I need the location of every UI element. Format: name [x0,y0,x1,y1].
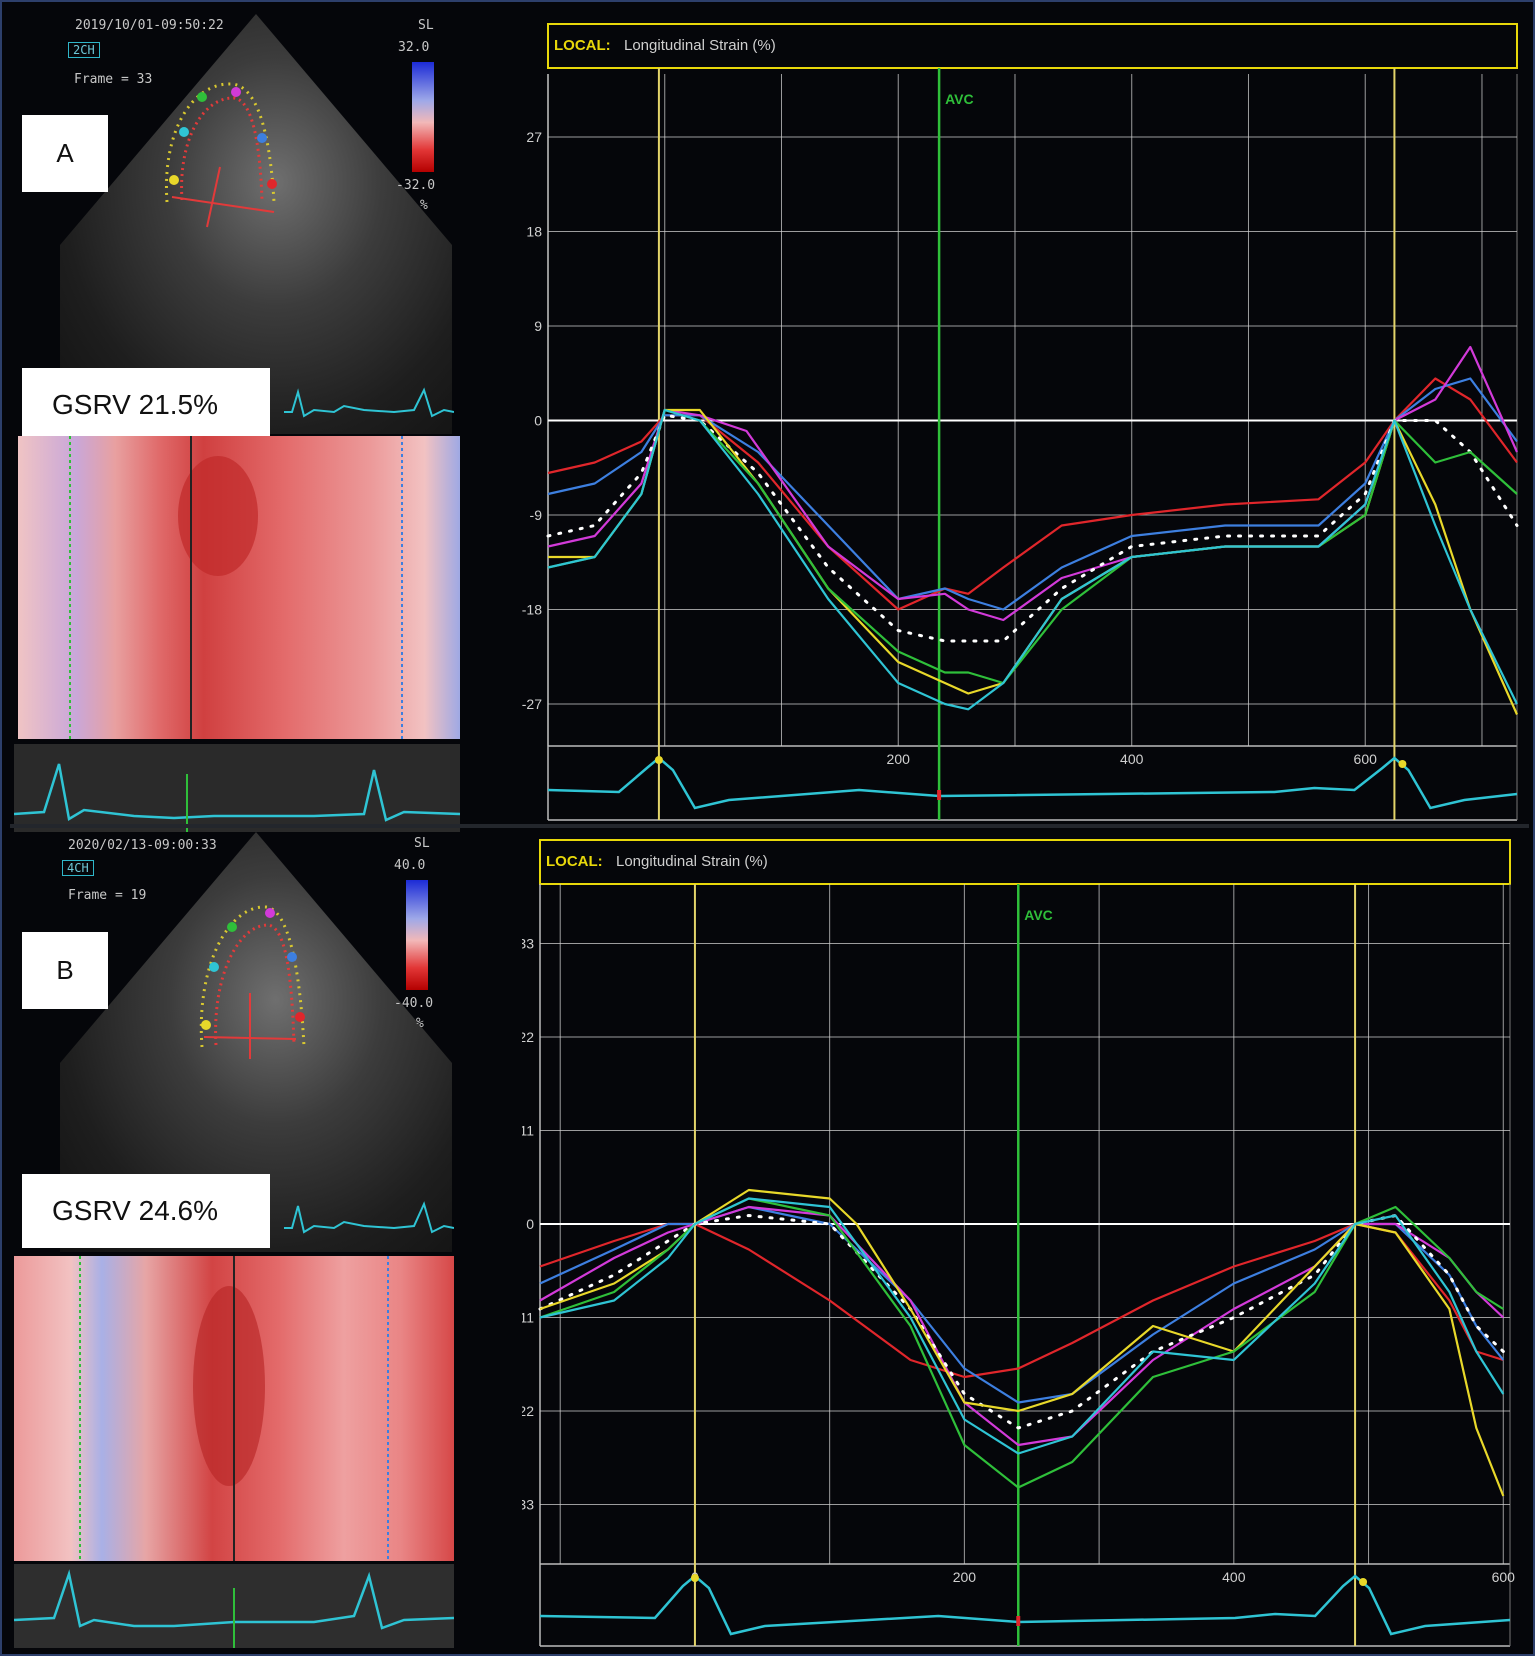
y-tick-label: -33 [522,1497,534,1513]
y-tick-label: -11 [522,1310,534,1326]
avc-label: AVC [945,91,974,107]
gsrv-value-a: GSRV 21.5% [22,368,270,442]
frame-label-a: Frame = 33 [74,72,153,87]
ecg-strip-a [14,744,460,832]
scale-label-a: SL [418,18,434,33]
chart-header-prefix: LOCAL: [554,37,611,54]
strain-series-7 [547,408,1518,711]
mini-ecg-a [284,387,454,418]
strain-series-2 [539,1205,1505,1404]
strain-series-1 [539,1222,1504,1379]
panel-letter-a: A [22,115,108,192]
y-tick-label: 33 [522,936,534,952]
x-tick-label: 200 [953,1569,977,1585]
ecg-marker-start [654,756,663,764]
chart-header-box [547,23,1518,69]
strain-chart-b: LOCAL: Longitudinal Strain (%) 33 22 11 0 -11 -… [522,839,1516,1647]
y-tick-label: 0 [526,1216,534,1232]
y-tick-label: 9 [534,318,542,334]
strain-series-4 [538,1214,1505,1430]
y-tick-label: -18 [522,602,542,618]
avc-label: AVC [1024,907,1053,923]
scale-label-b: SL [414,836,430,851]
chart-header-title: Longitudinal Strain (%) [624,37,776,54]
strain-series-7 [539,1197,1505,1455]
x-tick-label: 600 [1492,1569,1516,1585]
ecg-avc-marker [937,790,942,800]
color-scale-b [406,880,428,990]
timestamp-b: 2020/02/13-09:00:33 [68,838,217,853]
frame-label-b: Frame = 19 [68,888,147,903]
lv-contour-a [164,82,277,228]
lv-contour-b [199,905,306,1059]
y-tick-label: -27 [522,696,542,712]
ecg-avc-marker [1016,1616,1021,1626]
strain-series-5 [548,408,1519,715]
ecg-marker-end [1398,760,1407,768]
color-scale-a [412,62,434,172]
x-tick-label: 400 [1120,751,1144,767]
scale-max-a: 32.0 [398,40,430,55]
ecg-marker-end [1359,1578,1368,1586]
y-tick-label: 27 [526,129,542,145]
chart-header-title: Longitudinal Strain (%) [616,853,768,870]
x-tick-label: 200 [887,751,911,767]
y-tick-label: -22 [522,1403,534,1419]
strain-mmode-b [14,1256,454,1561]
timestamp-a: 2019/10/01-09:50:22 [75,18,224,33]
ecg-strip-b [14,1564,454,1648]
panel-separator [10,824,1529,828]
view-label-a: 2CH [68,42,100,58]
y-tick-label: -9 [530,507,543,523]
scale-min-b: -40.0 [394,996,434,1011]
y-tick-label: 11 [522,1123,534,1139]
gsrv-value-b: GSRV 24.6% [22,1174,270,1248]
scale-unit-a: % [420,198,428,213]
view-label-b: 4CH [62,860,94,876]
mini-ecg-b [284,1201,454,1234]
x-tick-label: 600 [1354,751,1378,767]
y-tick-label: 18 [526,224,542,240]
scale-unit-b: % [416,1016,424,1031]
y-tick-label: 0 [534,413,542,429]
panel-letter-b: B [22,932,108,1009]
scale-max-b: 40.0 [394,858,426,873]
strain-series-4 [546,413,1519,643]
x-tick-label: 400 [1222,1569,1246,1585]
scale-min-a: -32.0 [396,178,436,193]
chart-header-prefix: LOCAL: [546,853,603,870]
ecg-marker-start [690,1574,699,1582]
y-tick-label: 22 [522,1029,534,1045]
strain-mmode-a [18,436,460,739]
strain-chart-a: LOCAL: Longitudinal Strain (%) 27 18 9 0 -9 -18… [522,23,1519,821]
chart-header-box [539,839,1511,885]
